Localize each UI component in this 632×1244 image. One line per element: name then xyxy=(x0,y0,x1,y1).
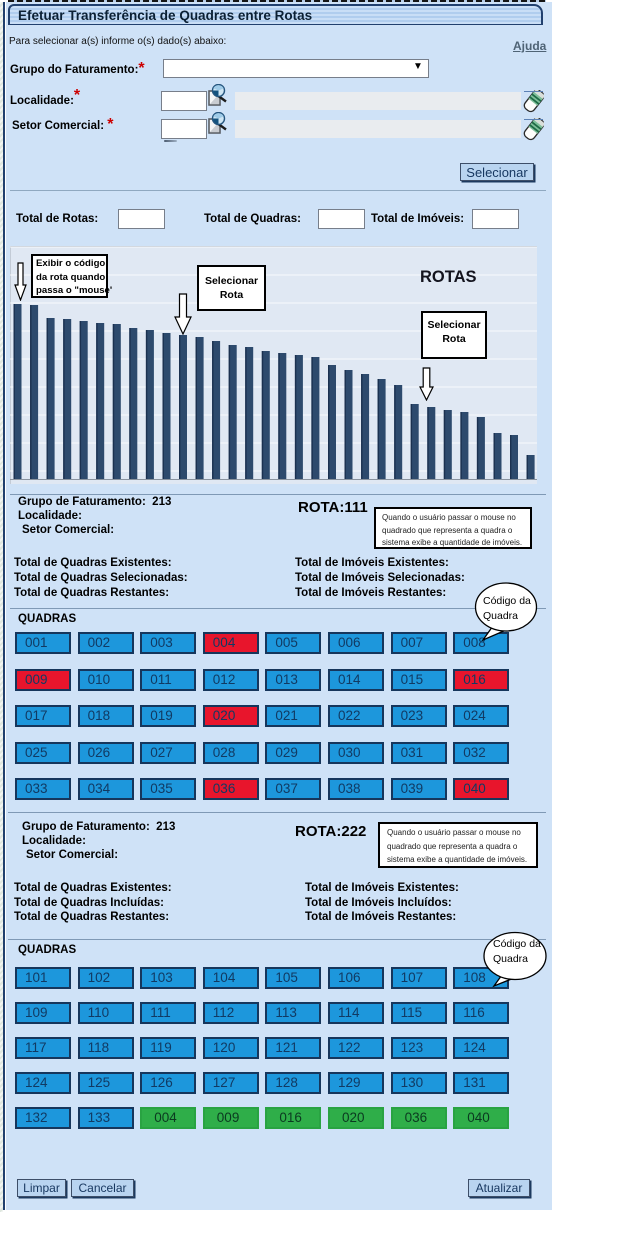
svg-text:Quadra: Quadra xyxy=(483,610,518,622)
svg-text:Código da: Código da xyxy=(493,938,541,950)
svg-text:Código da: Código da xyxy=(483,595,531,607)
svg-text:Quadra: Quadra xyxy=(493,953,528,965)
